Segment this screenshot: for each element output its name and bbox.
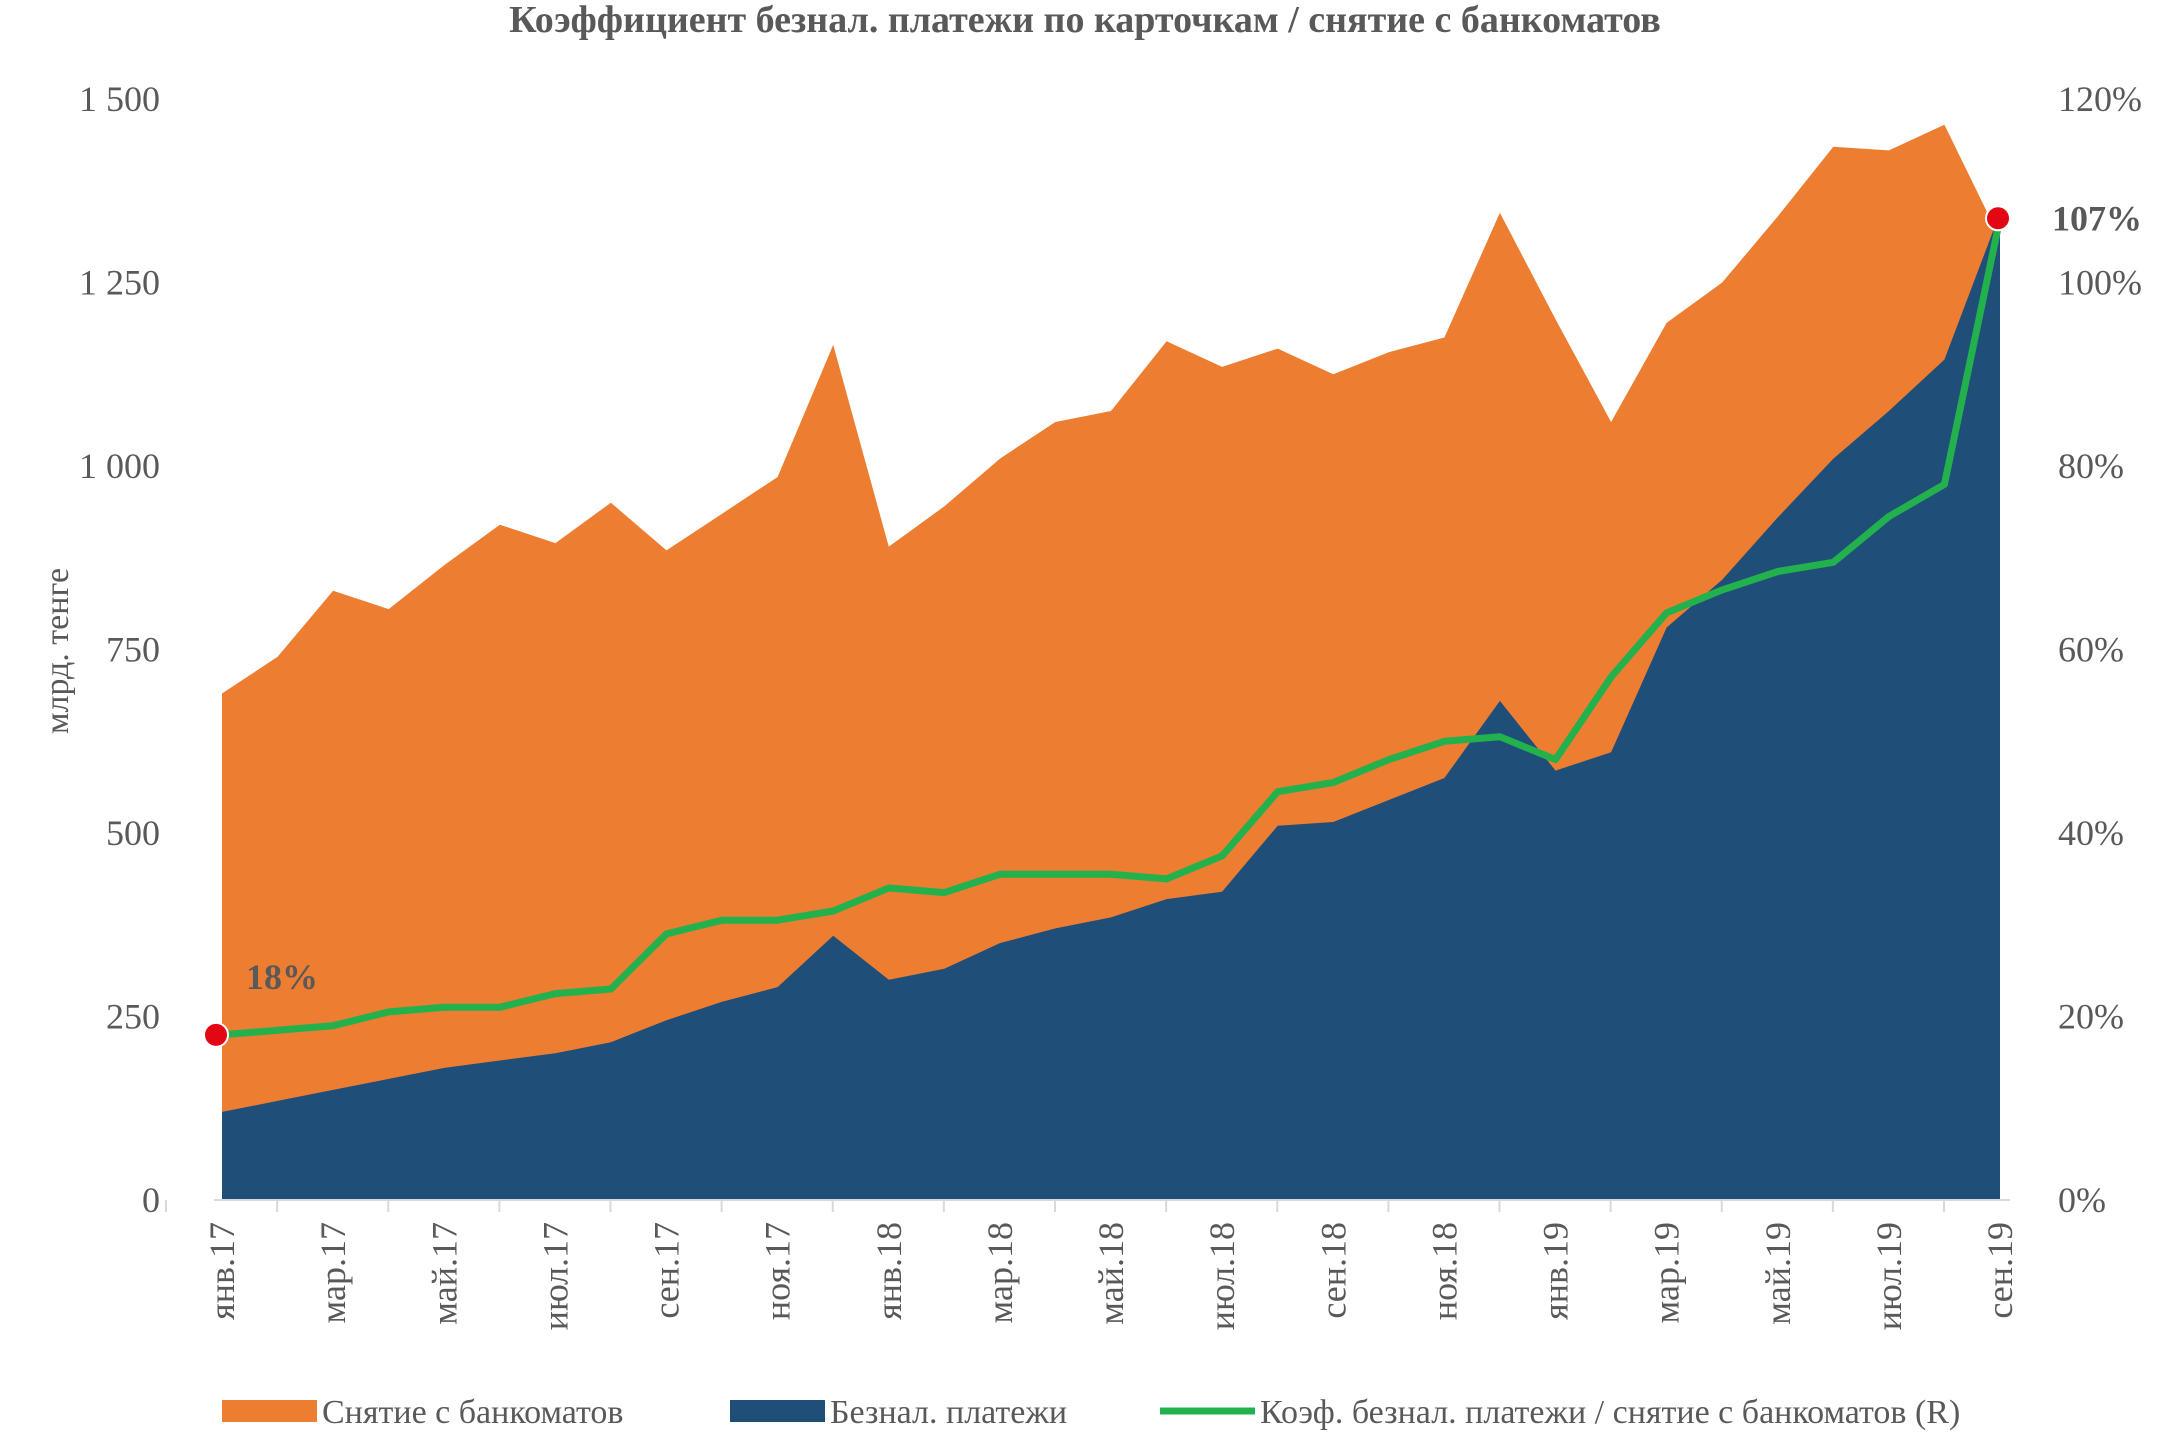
x-tick-label: май.18	[1091, 1222, 1131, 1325]
x-tick-label: мар.17	[313, 1222, 353, 1324]
x-tick-label: янв.17	[202, 1222, 242, 1320]
y-tick-label: 0	[142, 1180, 160, 1220]
y-axis-ticks: 0 250 500 750 1 000 1 250 1 500	[79, 79, 160, 1220]
y2-tick-label: 100%	[2058, 263, 2142, 303]
y2-tick-label: 120%	[2058, 79, 2142, 119]
x-tick-label: май.17	[424, 1222, 464, 1325]
y2-tick-label: 80%	[2058, 446, 2124, 486]
y2-tick-label: 60%	[2058, 630, 2124, 670]
legend-swatch	[222, 1400, 317, 1422]
x-tick-label: ноя.17	[758, 1222, 798, 1320]
y-tick-label: 750	[106, 630, 160, 670]
x-tick-label: мар.19	[1647, 1222, 1687, 1324]
legend-label: Безнал. платежи	[830, 1394, 1067, 1431]
x-tick-label: май.19	[1758, 1222, 1798, 1325]
chart-title: Коэффициент безнал. платежи по карточкам…	[509, 0, 1661, 41]
annotation-label: 18%	[246, 957, 318, 997]
x-tick-label: июл.18	[1202, 1222, 1242, 1330]
y2-axis-ticks: 0% 20% 40% 60% 80% 100% 120%	[2058, 79, 2142, 1220]
legend-label: Снятие с банкоматов	[322, 1394, 623, 1431]
y-tick-label: 1 500	[79, 79, 160, 119]
x-tick-label: мар.18	[980, 1222, 1020, 1324]
y-axis-label: млрд. тенге	[39, 568, 76, 734]
legend: Снятие с банкоматов Безнал. платежи Коэф. …	[222, 1394, 1960, 1431]
y-tick-label: 250	[106, 997, 160, 1037]
annotations: 18% 107%	[203, 198, 2142, 1048]
line-series-0	[218, 214, 2004, 1039]
y2-tick-label: 0%	[2058, 1180, 2106, 1220]
y-tick-label: 500	[106, 813, 160, 853]
x-tick-label: сен.17	[647, 1222, 687, 1319]
x-tick-label: янв.18	[869, 1222, 909, 1320]
y2-tick-label: 20%	[2058, 997, 2124, 1037]
legend-swatch	[730, 1400, 825, 1422]
x-tick-label: июл.17	[535, 1222, 575, 1330]
legend-label: Коэф. безнал. платежи / снятие с банкома…	[1260, 1394, 1960, 1431]
x-axis-ticks: янв.17 мар.17 май.17 июл.17 сен.17 ноя.17 янв.…	[165, 1200, 2020, 1330]
x-tick-label: сен.18	[1313, 1222, 1353, 1319]
x-tick-label: янв.19	[1536, 1222, 1576, 1320]
x-tick-label: сен.19	[1980, 1222, 2020, 1319]
y-tick-label: 1 250	[79, 263, 160, 303]
y2-tick-label: 40%	[2058, 813, 2124, 853]
plot-area	[214, 124, 2010, 1201]
annotation-marker	[1985, 205, 2011, 232]
area-series-1	[222, 212, 2000, 1201]
x-tick-label: ноя.18	[1424, 1222, 1464, 1320]
x-tick-label: июл.19	[1869, 1222, 1909, 1330]
annotation-label: 107%	[2052, 198, 2142, 238]
annotation-marker	[203, 1021, 229, 1048]
y-tick-label: 1 000	[79, 446, 160, 486]
